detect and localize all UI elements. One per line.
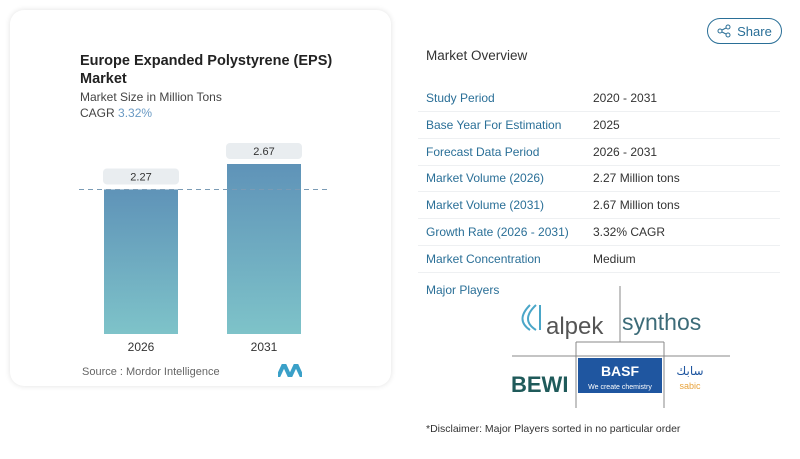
row-label: Market Volume (2031) (426, 198, 545, 213)
chart-subtitle: Market Size in Million Tons (80, 90, 222, 104)
row-value: 3.32% CAGR (593, 225, 666, 239)
cagr-label: CAGR (80, 106, 115, 120)
overview-row: Growth Rate (2026 - 2031) 3.32% CAGR (418, 219, 780, 246)
overview-row: Market Volume (2031) 2.67 Million tons (418, 192, 780, 220)
data-label: 2.27 (130, 171, 151, 183)
row-value: 2026 - 2031 (593, 144, 658, 159)
row-value: Medium (593, 251, 636, 266)
row-label: Market Volume (2026) (426, 171, 545, 186)
overview-row: Forecast Data Period 2026 - 2031 (418, 139, 780, 166)
basf-logo (578, 358, 662, 393)
bar-2026 (104, 189, 178, 334)
data-label: 2.67 (253, 146, 274, 158)
row-value: 2020 - 2031 (593, 91, 658, 105)
overview-row: Base Year For Estimation 2025 (418, 112, 780, 139)
row-label: Growth Rate (2026 - 2031) (426, 225, 569, 239)
x-tick-label: 2031 (251, 340, 278, 354)
mordor-logo-icon (278, 364, 302, 377)
bar-2031 (227, 164, 301, 334)
cagr-value: 3.32% (118, 106, 153, 120)
chart-title: Europe Expanded Polystyrene (EPS) Market (80, 53, 333, 87)
bewi-logo: BEWI (511, 372, 568, 397)
sabic-logo: سابك (676, 364, 703, 378)
row-value: 2025 (593, 117, 620, 132)
data-label-bg (226, 143, 302, 159)
row-label: Base Year For Estimation (426, 117, 562, 132)
row-label: Study Period (426, 91, 495, 105)
row-label: Forecast Data Period (426, 144, 540, 159)
bar-chart: 2.27 2026 2.67 2031 (79, 143, 328, 354)
svg-text:BASF: BASF (601, 363, 640, 379)
svg-text:alpek: alpek (546, 313, 604, 340)
chart-card (10, 10, 391, 386)
major-players-title: Major Players (426, 283, 500, 297)
alpek-logo: alpek (521, 304, 604, 340)
overview-row: Study Period 2020 - 2031 (418, 85, 780, 112)
cagr: CAGR 3.32% (80, 106, 152, 120)
svg-text:sabic: sabic (679, 381, 701, 391)
overview-row: Market Volume (2026) 2.27 Million tons (418, 165, 780, 193)
source: Source : Mordor Intelligence (82, 366, 220, 378)
share-icon (717, 24, 731, 38)
disclaimer: *Disclaimer: Major Players sorted in no … (426, 423, 681, 435)
x-tick-label: 2026 (128, 340, 155, 354)
share-label: Share (737, 23, 772, 39)
row-label: Market Concentration (426, 251, 541, 266)
overview-title: Market Overview (426, 48, 528, 63)
svg-text:We create chemistry: We create chemistry (588, 384, 652, 391)
share-button[interactable]: Share (707, 18, 782, 44)
row-value: 2.67 Million tons (593, 198, 680, 213)
overview-row: Market Concentration Medium (418, 246, 780, 273)
data-label-bg (103, 168, 179, 185)
synthos-logo: synthos (622, 309, 701, 335)
row-value: 2.27 Million tons (593, 171, 680, 186)
